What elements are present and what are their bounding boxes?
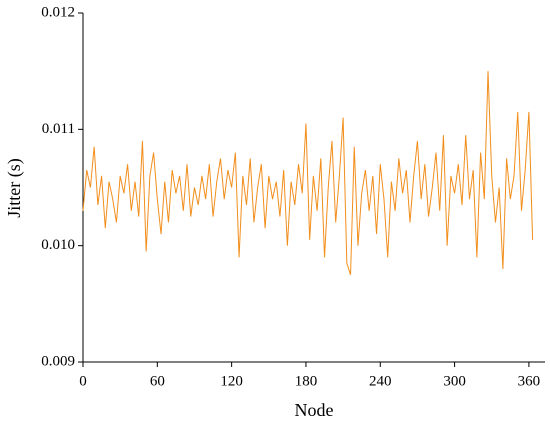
x-tick-label: 120 bbox=[220, 373, 243, 389]
y-tick-label: 0.009 bbox=[41, 353, 75, 369]
x-tick-label: 240 bbox=[369, 373, 392, 389]
y-tick-label: 0.011 bbox=[42, 121, 75, 137]
x-tick-label: 300 bbox=[443, 373, 466, 389]
y-axis-title: Jitter (s) bbox=[4, 158, 25, 217]
x-tick-label: 60 bbox=[150, 373, 165, 389]
x-tick-label: 180 bbox=[295, 373, 318, 389]
x-tick-label: 0 bbox=[79, 373, 87, 389]
x-axis-title: Node bbox=[295, 400, 334, 420]
y-tick-label: 0.012 bbox=[41, 4, 75, 20]
x-tick-label: 360 bbox=[518, 373, 541, 389]
data-line bbox=[82, 71, 534, 275]
y-tick-label: 0.010 bbox=[41, 237, 75, 253]
